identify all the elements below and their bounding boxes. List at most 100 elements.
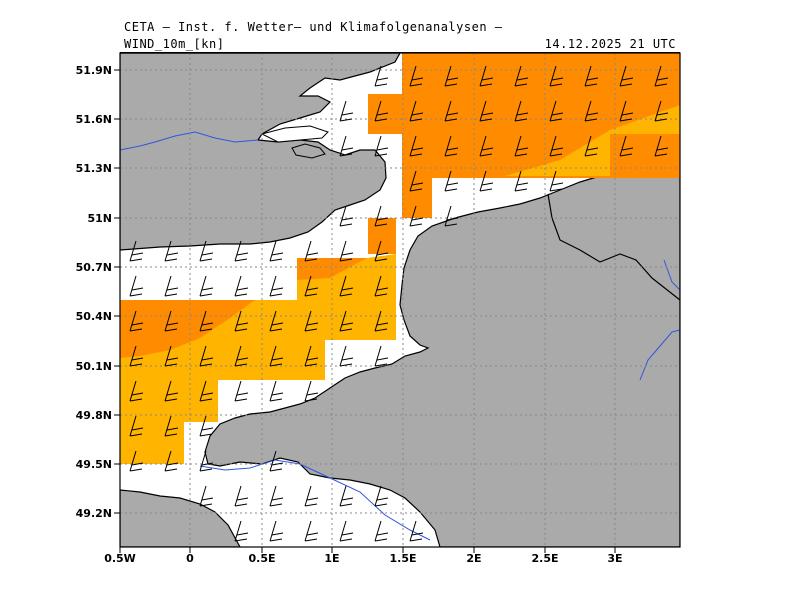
wind-barb (549, 170, 564, 192)
wind-barb (479, 100, 494, 122)
lon-label: 2E (466, 552, 481, 565)
wind-barb (164, 345, 179, 367)
wind-barb (514, 135, 529, 157)
wind-barb (339, 310, 354, 332)
isle-of-sheppey (291, 143, 326, 159)
wind-barb (304, 345, 319, 367)
wind-barb (654, 135, 669, 157)
wind-barb (374, 485, 389, 507)
wind-barb (444, 65, 459, 87)
lat-label: 51.9N (76, 64, 112, 77)
wind-barb (129, 345, 144, 367)
wind-barb (304, 310, 319, 332)
wind-barb (479, 135, 494, 157)
wind-barb (199, 485, 214, 507)
wind-barb (444, 100, 459, 122)
wind-barb (654, 100, 669, 122)
wind-barb (269, 275, 284, 297)
wind-barb (374, 520, 389, 542)
wind-barb (269, 485, 284, 507)
wind-barb (129, 380, 144, 402)
wind-barb (234, 240, 249, 262)
wind-barb (374, 345, 389, 367)
wind-barb (234, 310, 249, 332)
wind-barb (619, 65, 634, 87)
lon-label: 3E (607, 552, 622, 565)
wind-barb (164, 275, 179, 297)
wind-barb (269, 380, 284, 402)
wind-barb (619, 100, 634, 122)
wind-barb (339, 240, 354, 262)
wind-barb (409, 135, 424, 157)
map-title: CETA — Inst. f. Wetter— und Klimafolgena… (124, 20, 503, 34)
wind-barb (164, 380, 179, 402)
wind-barb (304, 275, 319, 297)
wind-cells (120, 53, 680, 464)
lat-label: 51N (87, 212, 112, 225)
lat-label: 49.2N (76, 507, 112, 520)
wind-barb (234, 380, 249, 402)
wind-barb (269, 520, 284, 542)
wind-barb (514, 65, 529, 87)
wind-barb (479, 170, 494, 192)
lat-label: 50.7N (76, 261, 112, 274)
wind-barb (304, 380, 319, 402)
wind-barb (234, 345, 249, 367)
wind-barb (374, 135, 389, 157)
longitude-axis: 0.5W 0 0.5E 1E 1.5E 2E 2.5E 3E (104, 547, 623, 565)
wind-barb (234, 485, 249, 507)
wind-barb (374, 240, 389, 262)
wind-barb (339, 135, 354, 157)
wind-barb (339, 100, 354, 122)
wind-barb (654, 65, 669, 87)
lat-label: 51.3N (76, 162, 112, 175)
wind-barb (199, 275, 214, 297)
wind-barb (129, 415, 144, 437)
wind-barb (409, 65, 424, 87)
lat-label: 49.8N (76, 409, 112, 422)
wind-barb (164, 310, 179, 332)
wind-barb (374, 100, 389, 122)
graticule (120, 53, 680, 547)
wind-barb (339, 485, 354, 507)
wind-barb (234, 275, 249, 297)
wind-barb (374, 65, 389, 87)
wind-barb (619, 135, 634, 157)
wind-barb (269, 450, 284, 472)
wind-barb (304, 240, 319, 262)
wind-barb (164, 240, 179, 262)
wind-barb (549, 65, 564, 87)
wind-barb (199, 240, 214, 262)
wind-barb (409, 100, 424, 122)
wind-barb (269, 240, 284, 262)
field-label: WIND_10m_[kn] (124, 37, 225, 51)
wind-barb (374, 205, 389, 227)
wind-barb (199, 310, 214, 332)
wind-barb (269, 310, 284, 332)
wind-barb (164, 450, 179, 472)
wind-barb (374, 310, 389, 332)
wind-barb (339, 345, 354, 367)
wind-barb (479, 65, 494, 87)
lat-label: 50.4N (76, 310, 112, 323)
wind-barb (409, 520, 424, 542)
wind-barb (514, 100, 529, 122)
wind-barb (164, 415, 179, 437)
wind-barb (549, 100, 564, 122)
lat-label: 50.1N (76, 360, 112, 373)
lon-label: 1.5E (389, 552, 416, 565)
rivers (120, 131, 680, 541)
wind-barb (129, 240, 144, 262)
normandy-land (120, 489, 241, 547)
wind-barb (374, 275, 389, 297)
wind-barb (304, 485, 319, 507)
wind-barb (409, 205, 424, 227)
wind-barb (444, 205, 459, 227)
wind-barb (199, 415, 214, 437)
wind-barb (514, 170, 529, 192)
lat-label: 49.5N (76, 458, 112, 471)
latitude-axis: 51.9N 51.6N 51.3N 51N 50.7N 50.4N 50.1N 49.8N 49… (76, 64, 120, 520)
map-frame (119, 52, 681, 548)
wind-barb (129, 310, 144, 332)
